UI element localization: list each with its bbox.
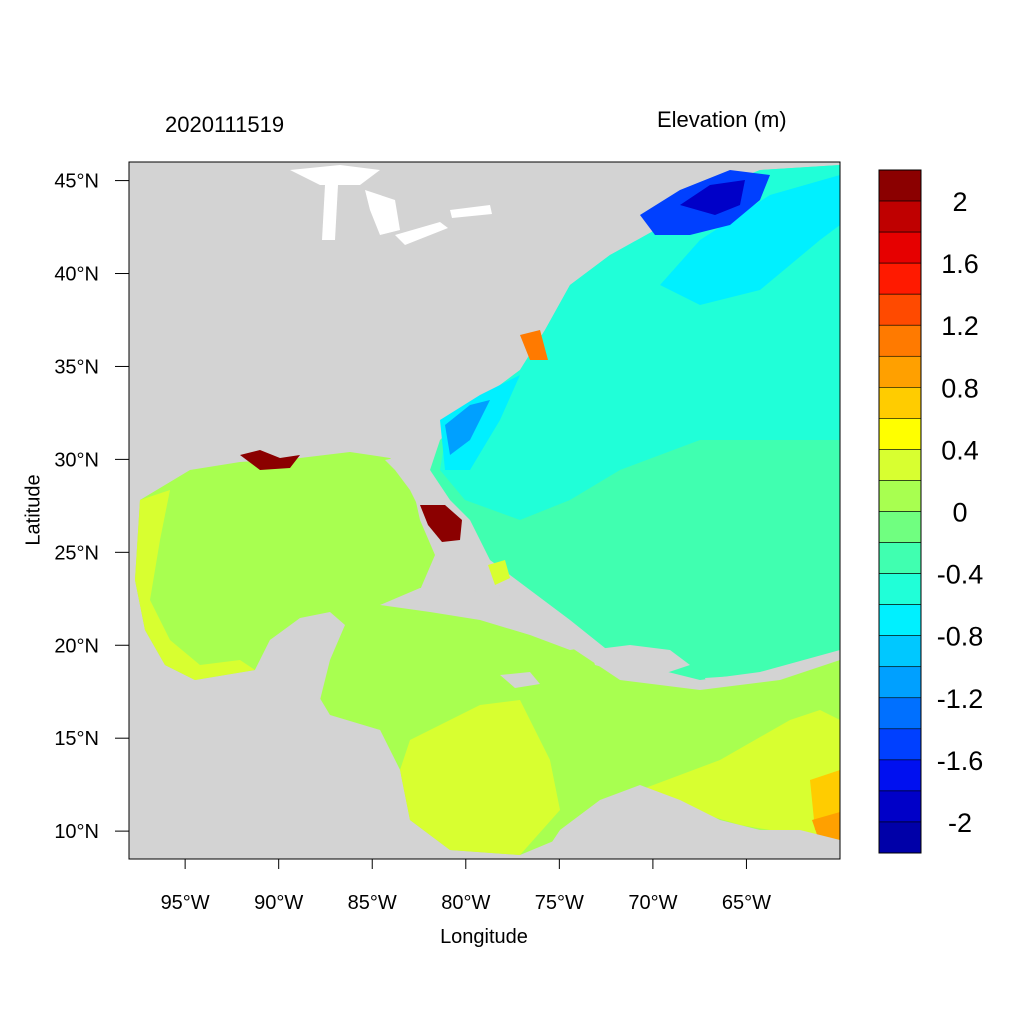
colorbar-swatch <box>878 418 922 450</box>
gulf-of-mexico <box>135 452 435 680</box>
cuba <box>380 588 600 650</box>
colorbar-swatch <box>878 666 922 699</box>
puerto-rico <box>705 676 738 686</box>
y-tick-label: 45°N <box>54 171 99 193</box>
colorbar-swatch <box>878 387 922 419</box>
colorbar-label: 0.4 <box>941 435 979 465</box>
gulf-of-maine-core <box>680 180 745 215</box>
y-axis-title: Latitude <box>22 474 45 546</box>
colorbar-label: 1.2 <box>941 311 979 341</box>
south-america-coast <box>540 785 840 859</box>
colorbar-swatch <box>878 169 922 202</box>
colorbar-swatch <box>878 790 922 823</box>
y-tick-label: 15°N <box>54 728 99 750</box>
lake-superior <box>290 165 380 185</box>
colorbar-label: 0 <box>952 498 967 528</box>
x-tick-label: 75°W <box>535 892 584 914</box>
lake-erie <box>395 222 448 245</box>
colorbar-swatch <box>878 821 922 854</box>
caribbean-east-yellow <box>640 710 840 850</box>
x-tick-label: 85°W <box>348 892 397 914</box>
gulf-stream-cyan <box>660 175 840 305</box>
coastal-blue <box>445 400 490 455</box>
caribbean-yellow <box>400 700 560 855</box>
colorbar-label: -1.2 <box>937 684 984 714</box>
colorbar-label: -0.4 <box>937 560 984 590</box>
colorbar-label: -0.8 <box>937 622 984 652</box>
colorbar-swatch <box>878 542 922 574</box>
colorbar-swatch <box>878 728 922 761</box>
south-florida-flooding <box>420 505 462 542</box>
bahamas-shallow <box>488 560 510 585</box>
y-tick-label: 10°N <box>54 821 99 843</box>
y-tick-label: 30°N <box>54 449 99 471</box>
lake-michigan <box>322 185 338 240</box>
x-tick-label: 90°W <box>254 892 303 914</box>
date-title: 2020111519 <box>165 112 285 137</box>
x-tick-label: 80°W <box>441 892 490 914</box>
lake-huron <box>365 190 400 235</box>
colorbar-swatch <box>878 759 922 792</box>
map-panel <box>128 161 841 860</box>
y-axis: 45°N 40°N 35°N 30°N 25°N 20°N 15°N 10°N <box>54 171 129 843</box>
y-tick-label: 25°N <box>54 542 99 564</box>
central-america <box>129 690 430 859</box>
colorbar-label: 0.8 <box>941 373 979 403</box>
colorbar-swatch <box>878 511 922 543</box>
x-tick-label: 65°W <box>722 892 771 914</box>
x-axis-title: Longitude <box>440 926 528 948</box>
x-tick-label: 70°W <box>628 892 677 914</box>
colorbar: 2 1.6 1.2 0.8 0.4 0 -0.4 -0.8 -1.2 -1.6 -2 <box>878 169 984 854</box>
colorbar-swatch <box>878 480 922 512</box>
carolina-coast-flooding <box>520 330 548 360</box>
gulf-shelf-yellow <box>135 490 255 680</box>
colorbar-swatch <box>878 231 922 264</box>
x-tick-label: 95°W <box>161 892 210 914</box>
colorbar-label: 2 <box>952 187 967 217</box>
colorbar-label: 1.6 <box>941 249 979 279</box>
gulf-coast-flooding <box>240 450 300 470</box>
y-tick-label: 20°N <box>54 635 99 657</box>
colorbar-swatch <box>878 635 922 668</box>
x-axis: 95°W 90°W 85°W 80°W 75°W 70°W 65°W <box>161 859 771 914</box>
colorbar-label: -2 <box>948 808 972 838</box>
colorbar-swatch <box>878 355 922 388</box>
colorbar-swatch <box>878 324 922 357</box>
variable-title: Elevation (m) <box>657 107 787 132</box>
map-frame <box>128 161 841 860</box>
y-tick-label: 40°N <box>54 264 99 286</box>
colorbar-swatch <box>878 697 922 730</box>
yucatan-peninsula <box>250 612 345 720</box>
colorbar-label: -1.6 <box>937 746 984 776</box>
colorbar-swatch <box>878 293 922 326</box>
colorbar-swatch <box>878 262 922 295</box>
colorbar-swatch <box>878 449 922 481</box>
colorbar-swatch <box>878 573 922 605</box>
y-tick-label: 35°N <box>54 356 99 378</box>
colorbar-swatch <box>878 200 922 233</box>
colorbar-swatch <box>878 604 922 636</box>
hispaniola <box>590 645 690 675</box>
lake-ontario <box>450 205 492 218</box>
jamaica <box>500 672 540 688</box>
